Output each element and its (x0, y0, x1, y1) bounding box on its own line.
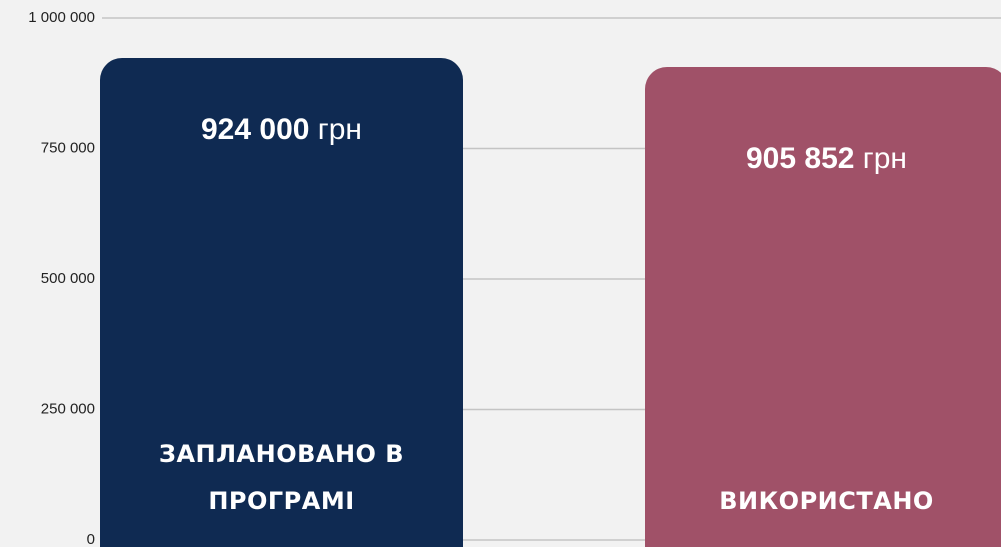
y-tick-label: 1 000 000 (28, 9, 95, 26)
value-unit: грн (862, 142, 907, 176)
value-number: 905 852 (746, 142, 855, 176)
value-label: 905 852 грн (645, 142, 1001, 176)
y-tick-label: 0 (87, 531, 95, 547)
y-tick-label: 750 000 (41, 139, 95, 156)
bar: 905 852 грн ВИКОРИСТАНО (645, 67, 1001, 547)
category-label: ЗАПЛАНОВАНО В ПРОГРАМІ (158, 439, 405, 515)
value-unit: грн (317, 112, 362, 146)
y-tick-label: 500 000 (41, 270, 95, 287)
value-number: 924 000 (201, 112, 310, 146)
value-label: 924 000 грн (100, 113, 463, 147)
bar: 924 000 грн ЗАПЛАНОВАНО В ПРОГРАМІ (100, 57, 463, 547)
y-tick-label: 250 000 (41, 400, 95, 417)
category-label: ВИКОРИСТАНО (719, 486, 934, 515)
